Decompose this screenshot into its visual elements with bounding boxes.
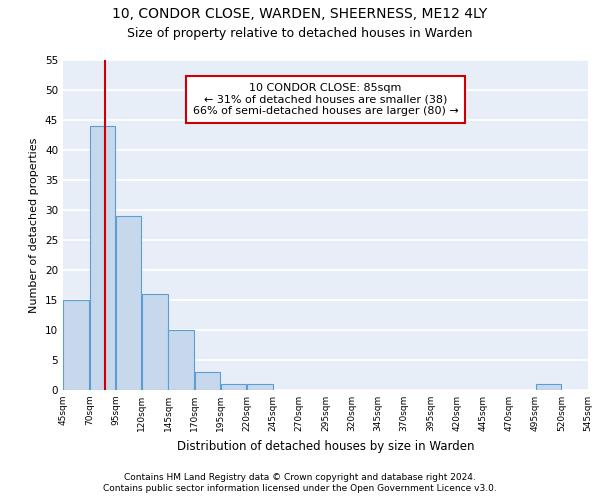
X-axis label: Distribution of detached houses by size in Warden: Distribution of detached houses by size … — [177, 440, 474, 452]
Bar — [89, 126, 115, 390]
Text: Size of property relative to detached houses in Warden: Size of property relative to detached ho… — [127, 28, 473, 40]
Bar — [221, 384, 247, 390]
Bar — [142, 294, 168, 390]
Bar — [194, 372, 220, 390]
Text: Contains public sector information licensed under the Open Government Licence v3: Contains public sector information licen… — [103, 484, 497, 493]
Bar — [536, 384, 562, 390]
Text: 10, CONDOR CLOSE, WARDEN, SHEERNESS, ME12 4LY: 10, CONDOR CLOSE, WARDEN, SHEERNESS, ME1… — [112, 6, 488, 20]
Bar — [63, 300, 89, 390]
Text: 10 CONDOR CLOSE: 85sqm
← 31% of detached houses are smaller (38)
66% of semi-det: 10 CONDOR CLOSE: 85sqm ← 31% of detached… — [193, 83, 458, 116]
Bar — [116, 216, 142, 390]
Y-axis label: Number of detached properties: Number of detached properties — [29, 138, 40, 312]
Text: Contains HM Land Registry data © Crown copyright and database right 2024.: Contains HM Land Registry data © Crown c… — [124, 473, 476, 482]
Bar — [168, 330, 194, 390]
Bar — [247, 384, 273, 390]
